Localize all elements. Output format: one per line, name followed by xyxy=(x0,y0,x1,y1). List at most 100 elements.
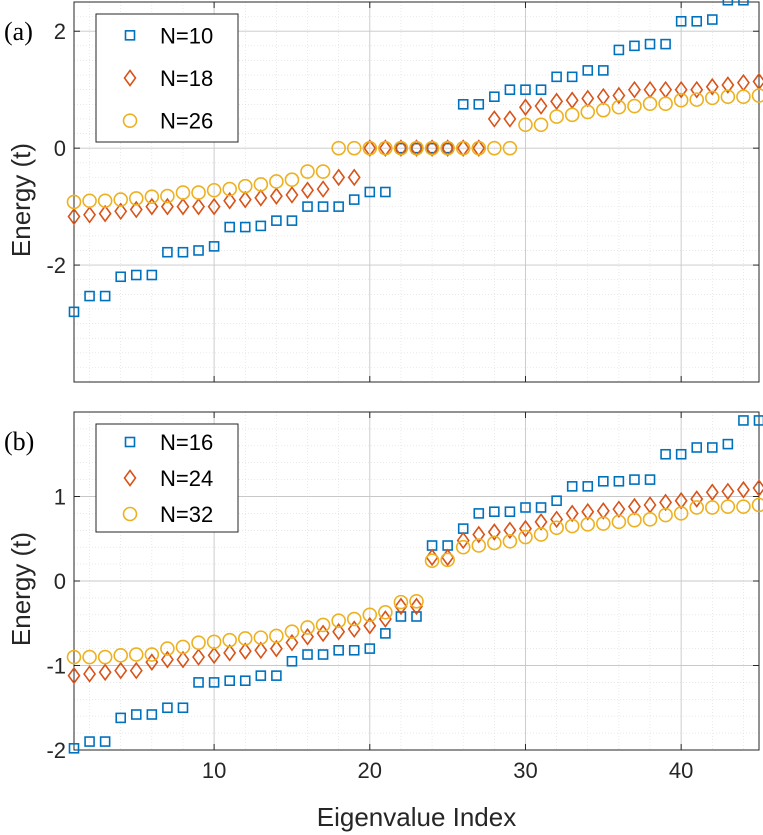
data-point xyxy=(238,642,252,660)
data-point xyxy=(331,140,346,156)
data-point xyxy=(642,96,658,112)
data-point xyxy=(424,553,440,569)
data-point xyxy=(317,201,329,212)
data-point xyxy=(302,201,313,212)
legend-entry: N=18 xyxy=(160,66,213,91)
data-point xyxy=(99,736,111,747)
data-point xyxy=(674,80,688,99)
data-point xyxy=(380,186,391,198)
legend-marker xyxy=(123,469,137,487)
legend: N=16 N=24 N=32 xyxy=(95,423,239,533)
data-point xyxy=(348,644,360,656)
data-point xyxy=(254,641,268,660)
legend-marker xyxy=(122,506,138,522)
data-point xyxy=(84,290,95,302)
data-point xyxy=(704,500,720,515)
data-point xyxy=(331,613,346,629)
data-point xyxy=(99,290,111,302)
data-point xyxy=(67,207,81,226)
data-point xyxy=(471,538,487,553)
data-point xyxy=(627,98,642,114)
data-point xyxy=(565,504,579,523)
data-point xyxy=(564,518,580,534)
data-point xyxy=(193,245,204,256)
data-point xyxy=(611,514,627,530)
data-point xyxy=(362,140,378,156)
data-point xyxy=(362,607,378,623)
legend-box xyxy=(95,423,239,533)
data-point xyxy=(146,709,158,720)
data-point xyxy=(627,80,641,99)
data-point xyxy=(378,610,392,628)
data-point xyxy=(191,185,206,200)
data-point xyxy=(722,0,734,6)
data-point xyxy=(642,512,658,527)
data-point xyxy=(660,448,671,460)
data-point xyxy=(395,611,407,622)
data-point xyxy=(207,197,221,216)
data-point xyxy=(738,415,749,426)
data-point xyxy=(503,110,517,128)
data-point xyxy=(520,84,531,95)
data-point xyxy=(550,510,564,529)
data-point xyxy=(363,139,377,158)
data-point xyxy=(581,502,595,521)
data-point xyxy=(284,624,300,640)
data-point xyxy=(144,189,160,204)
data-point xyxy=(487,140,502,156)
series-n-26 xyxy=(66,88,763,210)
data-point xyxy=(551,495,562,507)
data-point xyxy=(128,191,144,206)
data-point xyxy=(690,490,704,508)
data-point xyxy=(440,552,455,568)
data-point xyxy=(658,507,673,523)
data-point xyxy=(130,269,142,281)
data-point xyxy=(380,628,391,639)
data-point xyxy=(582,65,594,76)
data-point xyxy=(160,188,175,204)
data-point xyxy=(176,197,190,216)
data-point xyxy=(455,539,471,555)
data-point xyxy=(363,616,377,635)
legend-marker xyxy=(124,436,136,448)
data-point xyxy=(629,40,640,52)
data-point xyxy=(442,142,453,154)
data-point xyxy=(193,677,204,688)
legend-entry: N=10 xyxy=(160,23,213,48)
data-point xyxy=(300,164,315,179)
data-point xyxy=(98,204,112,223)
data-point xyxy=(409,593,424,609)
data-point xyxy=(285,633,299,652)
data-point xyxy=(113,192,129,207)
data-point xyxy=(346,611,362,627)
data-point xyxy=(238,190,252,209)
data-point xyxy=(533,527,549,542)
data-point xyxy=(191,635,206,650)
series-n-16 xyxy=(68,415,763,754)
data-point xyxy=(253,177,269,192)
data-point xyxy=(160,641,175,656)
data-point xyxy=(751,497,763,513)
data-point xyxy=(192,197,206,216)
data-point xyxy=(332,622,346,641)
data-point xyxy=(286,215,298,226)
data-point xyxy=(302,649,313,660)
data-point xyxy=(239,675,251,687)
data-point xyxy=(489,91,500,103)
data-point xyxy=(255,220,267,232)
data-point xyxy=(378,140,393,156)
data-point xyxy=(675,448,687,460)
data-point xyxy=(549,520,564,536)
data-point xyxy=(411,142,422,154)
x-axis-label: Eigenvalue Index xyxy=(317,802,516,832)
data-point xyxy=(503,521,517,540)
data-point xyxy=(410,597,423,616)
data-point xyxy=(722,438,734,450)
data-point xyxy=(534,97,548,115)
data-point xyxy=(333,644,344,656)
data-point xyxy=(82,649,97,665)
data-point xyxy=(736,89,751,105)
data-point xyxy=(98,663,112,682)
data-point xyxy=(472,525,486,544)
data-point xyxy=(471,140,487,156)
